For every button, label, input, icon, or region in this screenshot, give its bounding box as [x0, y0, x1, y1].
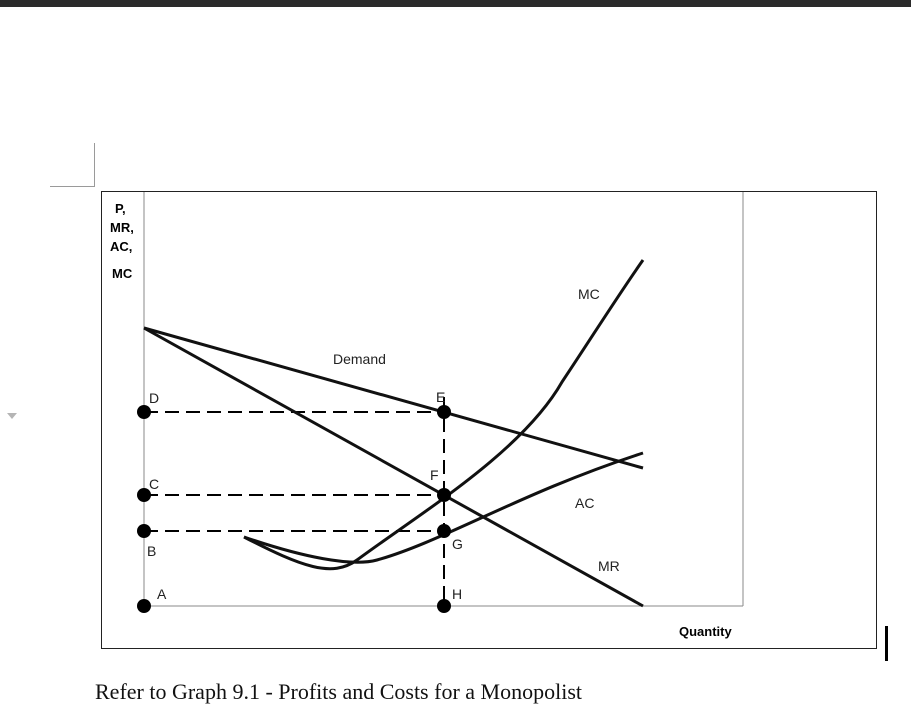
point-label-E: E	[436, 389, 445, 405]
figure-caption: Refer to Graph 9.1 - Profits and Costs f…	[95, 679, 582, 704]
top-window-bar	[0, 0, 911, 7]
point-A	[137, 599, 151, 613]
figure-frame: P, MR, AC, MC Quantity Demand MC AC MR D	[101, 191, 877, 649]
ac-curve	[243, 451, 644, 564]
point-G	[437, 524, 451, 538]
monopoly-diagram: P, MR, AC, MC Quantity Demand MC AC MR D	[110, 192, 744, 639]
y-axis-label-line: MR,	[110, 220, 134, 235]
ac-label: AC	[575, 495, 594, 511]
y-axis-label-line: P,	[115, 201, 126, 216]
x-axis-label: Quantity	[679, 624, 732, 639]
point-B	[137, 524, 151, 538]
mr-curve	[143, 326, 644, 608]
point-label-H: H	[452, 586, 462, 602]
point-label-C: C	[149, 476, 159, 492]
text-cursor	[885, 626, 888, 661]
demand-curve	[143, 326, 644, 470]
mr-label: MR	[598, 558, 620, 574]
collapse-arrow-icon[interactable]	[7, 413, 17, 419]
y-axis-label-line: AC,	[110, 239, 132, 254]
point-F	[437, 488, 451, 502]
y-axis-label: P, MR, AC, MC	[110, 201, 137, 281]
point-E	[437, 405, 451, 419]
page-corner-mark	[94, 143, 95, 187]
point-D	[137, 405, 151, 419]
point-C	[137, 488, 151, 502]
point-label-F: F	[430, 467, 439, 483]
point-label-B: B	[147, 543, 156, 559]
page-corner-mark-horizontal	[50, 186, 95, 187]
mc-label: MC	[578, 286, 600, 302]
point-label-G: G	[452, 536, 463, 552]
y-axis-label-line: MC	[112, 266, 133, 281]
demand-label: Demand	[333, 351, 386, 367]
point-label-A: A	[157, 586, 167, 602]
point-label-D: D	[149, 390, 159, 406]
point-H	[437, 599, 451, 613]
mc-curve	[243, 259, 645, 571]
